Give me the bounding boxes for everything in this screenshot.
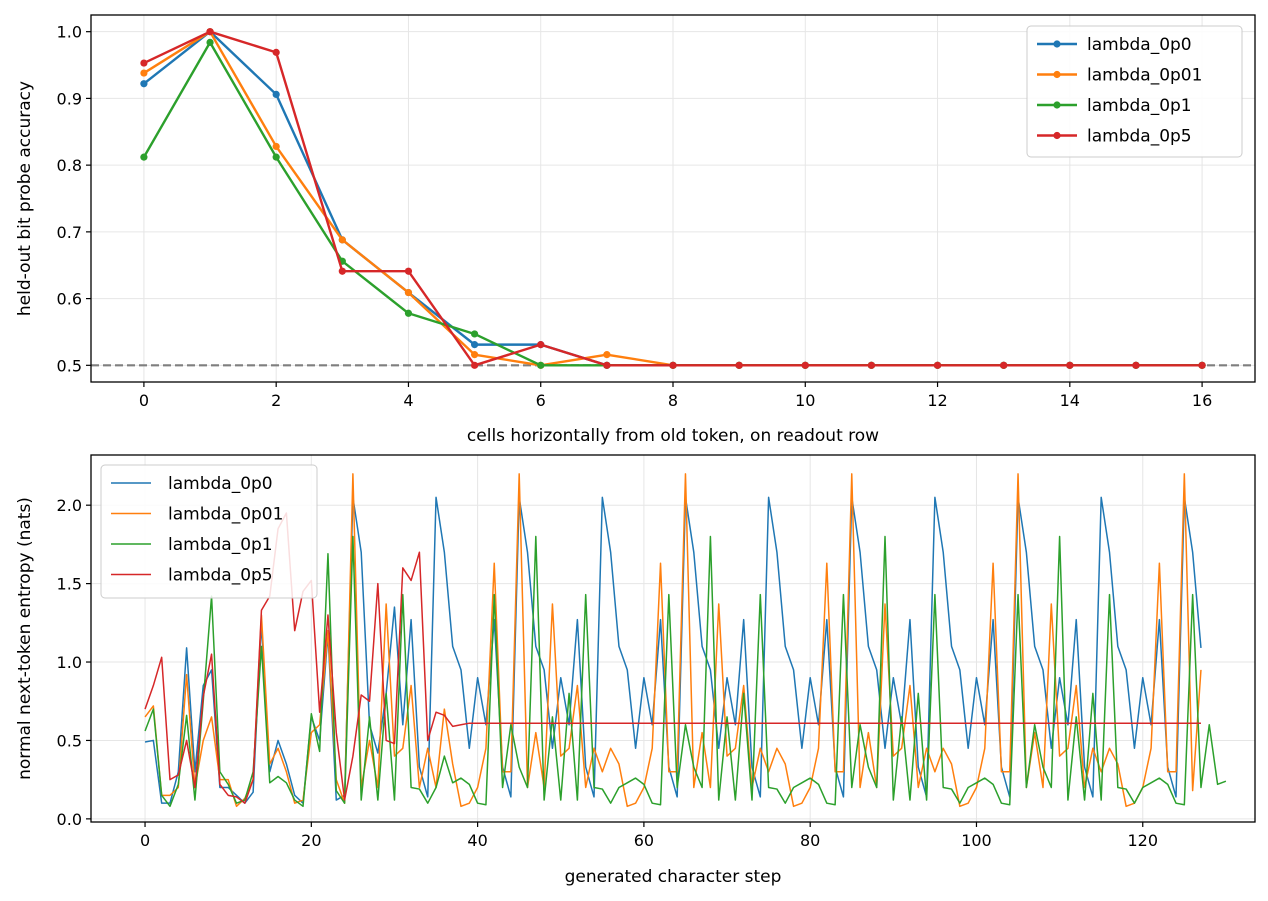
x-tick-label: 0 bbox=[140, 831, 150, 850]
axes-frame bbox=[90, 454, 1256, 823]
data-point-lambda_0p5 bbox=[867, 361, 876, 369]
legend-box bbox=[100, 464, 318, 599]
chart-1: 0 2 4 6 8 10 12 14 16 0.5 0.6 0.7 0.8 0.9 1.0 cells hor… bbox=[15, 14, 1256, 446]
x-tick-label: 8 bbox=[668, 391, 678, 410]
legend-marker-lambda_0p0 bbox=[1053, 40, 1061, 48]
y-tick-label: 2.0 bbox=[57, 496, 82, 515]
y-tick-label: 0.9 bbox=[57, 89, 82, 108]
data-point-lambda_0p5 bbox=[470, 361, 479, 369]
x-axis-label: cells horizontally from old token, on re… bbox=[467, 426, 879, 446]
y-tick-label: 0.5 bbox=[57, 731, 82, 750]
x-tick-label: 6 bbox=[536, 391, 546, 410]
legend-label-lambda_0p0: lambda_0p0 bbox=[1087, 35, 1192, 55]
data-point-lambda_0p5 bbox=[801, 361, 809, 369]
data-point-lambda_0p5 bbox=[1132, 361, 1140, 369]
legend-marker-lambda_0p5 bbox=[1053, 131, 1061, 140]
legend-label-lambda_0p01: lambda_0p01 bbox=[1087, 66, 1202, 86]
x-tick-label: 0 bbox=[139, 391, 149, 410]
plot-area bbox=[144, 473, 1227, 808]
x-axis-label: generated character step bbox=[565, 867, 782, 887]
data-point-lambda_0p5 bbox=[537, 341, 545, 349]
legend-label-lambda_0p1: lambda_0p1 bbox=[1087, 96, 1192, 116]
x-tick-label: 10 bbox=[795, 391, 815, 410]
y-tick-label: 0.7 bbox=[57, 223, 82, 242]
data-point-lambda_0p1 bbox=[470, 330, 479, 338]
chart-2: 0 20 40 60 80 100 120 0.0 0.5 1.0 1.5 2.0 generated … bbox=[15, 454, 1256, 887]
y-tick-label: 1.0 bbox=[57, 23, 82, 42]
data-point-lambda_0p01 bbox=[338, 236, 346, 244]
y-axis-label: held-out bit probe accuracy bbox=[15, 81, 35, 316]
y-tick-label: 0.0 bbox=[57, 810, 82, 829]
x-tick-label: 120 bbox=[1127, 831, 1158, 850]
data-point-lambda_0p0 bbox=[140, 80, 148, 88]
legend-label-lambda_0p5: lambda_0p5 bbox=[1087, 127, 1192, 147]
x-tick-label: 80 bbox=[800, 831, 820, 850]
x-tick-label: 100 bbox=[961, 831, 992, 850]
data-point-lambda_0p01 bbox=[272, 142, 280, 151]
data-point-lambda_0p01 bbox=[470, 351, 479, 359]
legend-label-lambda_0p1: lambda_0p1 bbox=[168, 535, 273, 555]
x-tick-label: 2 bbox=[271, 391, 281, 410]
x-tick-label: 12 bbox=[927, 391, 947, 410]
data-point-lambda_0p5 bbox=[603, 361, 611, 369]
legend-label-lambda_0p0: lambda_0p0 bbox=[168, 474, 273, 494]
legend: lambda_0p0 lambda_0p01 lambda_0p1 lambda_0p… bbox=[1026, 25, 1243, 158]
data-point-lambda_0p0 bbox=[272, 90, 280, 99]
x-tick-label: 4 bbox=[403, 391, 413, 410]
data-point-lambda_0p1 bbox=[404, 309, 413, 317]
data-point-lambda_0p5 bbox=[933, 361, 942, 369]
data-point-lambda_0p5 bbox=[140, 59, 148, 67]
legend-label-lambda_0p01: lambda_0p01 bbox=[168, 505, 283, 525]
y-tick-label: 1.0 bbox=[57, 653, 82, 672]
x-tick-label: 20 bbox=[301, 831, 321, 850]
data-point-lambda_0p5 bbox=[669, 361, 677, 369]
y-tick-label: 0.6 bbox=[57, 290, 82, 309]
x-tick-label: 16 bbox=[1192, 391, 1212, 410]
x-tick-label: 14 bbox=[1060, 391, 1080, 410]
y-tick-label: 1.5 bbox=[57, 575, 82, 594]
data-point-lambda_0p1 bbox=[272, 153, 280, 161]
data-point-lambda_0p01 bbox=[404, 288, 413, 297]
y-tick-label: 0.8 bbox=[57, 156, 82, 175]
data-point-lambda_0p5 bbox=[272, 48, 280, 56]
legend-marker-lambda_0p1 bbox=[1053, 101, 1061, 109]
data-point-lambda_0p0 bbox=[470, 341, 479, 349]
data-point-lambda_0p5 bbox=[404, 267, 413, 275]
data-point-lambda_0p1 bbox=[537, 361, 545, 369]
data-point-lambda_0p5 bbox=[1000, 361, 1008, 369]
x-tick-label: 40 bbox=[467, 831, 487, 850]
data-point-lambda_0p1 bbox=[140, 153, 148, 161]
data-point-lambda_0p5 bbox=[206, 28, 214, 36]
series-line-lambda_0p5 bbox=[144, 512, 1201, 804]
data-point-lambda_0p5 bbox=[735, 361, 743, 369]
legend-marker-lambda_0p01 bbox=[1053, 70, 1061, 79]
data-point-lambda_0p5 bbox=[338, 267, 346, 275]
data-point-lambda_0p5 bbox=[1066, 361, 1074, 369]
series-line-lambda_0p1 bbox=[144, 535, 1227, 808]
data-point-lambda_0p01 bbox=[140, 69, 148, 77]
legend-label-lambda_0p5: lambda_0p5 bbox=[168, 566, 273, 586]
y-axis-label: normal next-token entropy (nats) bbox=[15, 497, 35, 780]
y-tick-label: 0.5 bbox=[57, 356, 82, 375]
legend-box bbox=[1026, 25, 1243, 158]
data-point-lambda_0p5 bbox=[1198, 361, 1206, 369]
data-point-lambda_0p01 bbox=[603, 351, 611, 359]
x-tick-label: 60 bbox=[634, 831, 654, 850]
data-point-lambda_0p1 bbox=[206, 38, 214, 46]
legend: lambda_0p0 lambda_0p01 lambda_0p1 lambda_0p… bbox=[100, 464, 318, 599]
plot-area bbox=[91, 28, 1255, 369]
